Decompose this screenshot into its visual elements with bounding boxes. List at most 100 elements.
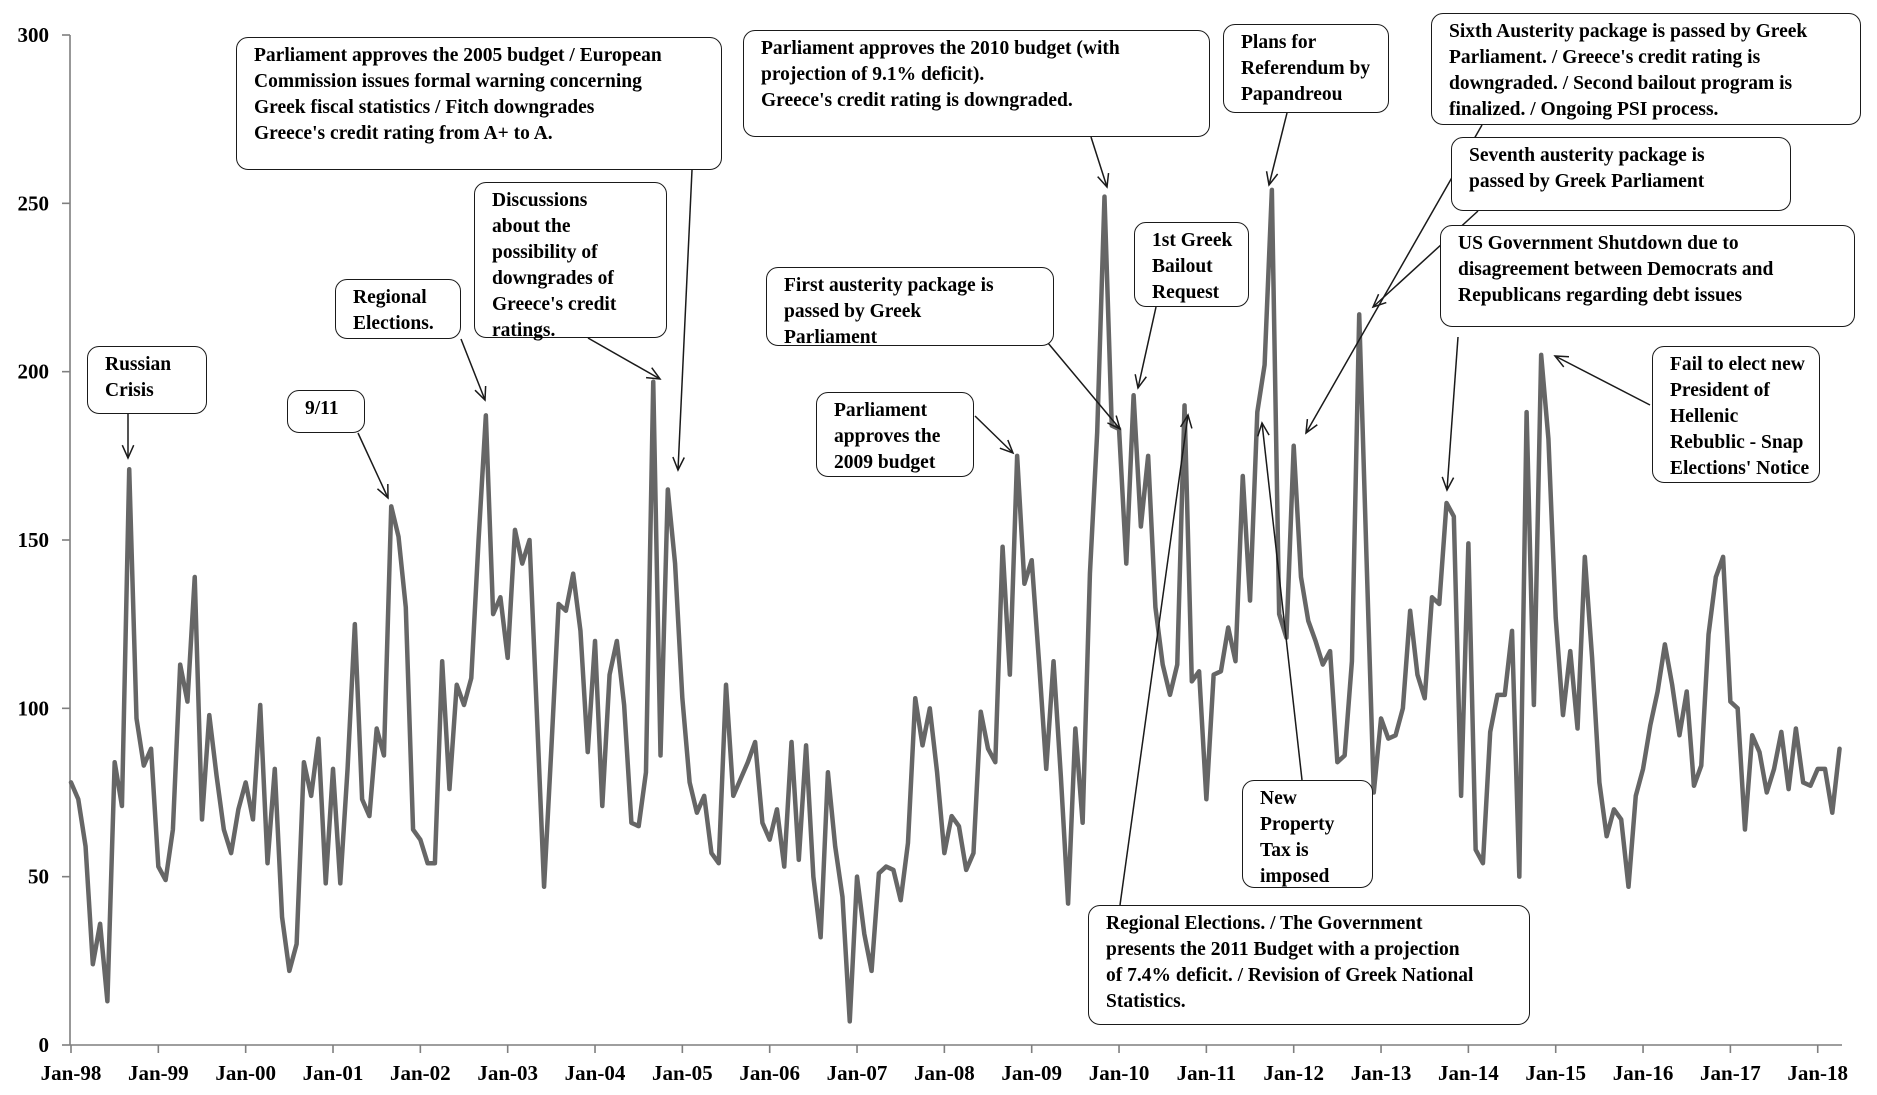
data-point bbox=[1365, 556, 1367, 558]
data-point bbox=[1023, 583, 1025, 585]
data-point bbox=[1184, 404, 1186, 406]
data-point bbox=[456, 684, 458, 686]
callout-seventh-austerity: Seventh austerity package is passed by Gr… bbox=[1451, 137, 1791, 211]
annotation-arrow-head bbox=[672, 456, 685, 472]
data-point bbox=[434, 862, 436, 864]
data-point bbox=[630, 822, 632, 824]
x-tick-label: Jan-03 bbox=[477, 1061, 538, 1085]
data-point bbox=[1839, 748, 1841, 750]
callout-property-tax: New Property Tax is imposed bbox=[1242, 780, 1373, 888]
data-point bbox=[1759, 751, 1760, 753]
data-point bbox=[216, 775, 218, 777]
data-point bbox=[914, 697, 916, 699]
data-point bbox=[85, 845, 87, 847]
data-point bbox=[1569, 650, 1571, 652]
data-point bbox=[1293, 445, 1295, 447]
data-point bbox=[1708, 633, 1710, 635]
x-tick-label: Jan-00 bbox=[215, 1061, 276, 1085]
data-point bbox=[1315, 640, 1317, 642]
data-point bbox=[849, 1020, 851, 1022]
data-point bbox=[478, 539, 480, 541]
data-point bbox=[558, 603, 560, 605]
data-point bbox=[1329, 650, 1331, 652]
data-point bbox=[769, 839, 771, 841]
data-point bbox=[492, 613, 494, 615]
annotation-arrows bbox=[121, 112, 1651, 906]
data-point bbox=[550, 748, 552, 750]
data-point bbox=[1045, 768, 1047, 770]
annotation-arrow-line bbox=[1261, 422, 1303, 781]
annotation-arrow-head bbox=[1257, 421, 1270, 437]
data-point bbox=[1031, 559, 1033, 561]
data-point bbox=[1467, 542, 1469, 544]
data-point bbox=[1446, 502, 1448, 504]
data-point bbox=[383, 754, 385, 756]
data-point bbox=[1154, 606, 1156, 608]
data-point bbox=[1344, 754, 1346, 756]
x-axis-tick-labels: Jan-98 Jan-99 Jan-00 Jan-01 Jan-02 Jan-03 Jan-… bbox=[41, 1045, 1848, 1085]
data-point bbox=[907, 842, 909, 844]
y-tick-label: 250 bbox=[18, 191, 50, 215]
data-point bbox=[1649, 724, 1651, 726]
data-point bbox=[660, 754, 662, 756]
data-point bbox=[1234, 660, 1236, 662]
annotation-arrow-head bbox=[1553, 355, 1570, 368]
data-point bbox=[325, 882, 327, 884]
x-tick-label: Jan-98 bbox=[41, 1061, 102, 1085]
callout-2011-budget: Regional Elections. / The Government pres… bbox=[1088, 905, 1530, 1025]
data-point bbox=[1067, 903, 1069, 905]
data-point bbox=[1773, 768, 1775, 770]
data-point bbox=[696, 812, 698, 814]
y-tick-label: 300 bbox=[18, 23, 50, 47]
annotation-arrow-line bbox=[677, 169, 693, 471]
data-point bbox=[157, 866, 159, 868]
data-point bbox=[536, 711, 538, 713]
data-point bbox=[1620, 818, 1622, 820]
data-point bbox=[1278, 613, 1280, 615]
data-point bbox=[441, 660, 443, 662]
data-point bbox=[1373, 792, 1375, 793]
data-point bbox=[186, 701, 188, 703]
x-tick-label: Jan-13 bbox=[1351, 1061, 1412, 1085]
x-tick-label: Jan-05 bbox=[652, 1061, 713, 1085]
data-point bbox=[856, 876, 858, 878]
data-point bbox=[1380, 717, 1382, 719]
data-point bbox=[405, 606, 407, 608]
y-axis-tick-labels: 0 50 100 150 200 250 300 bbox=[18, 23, 70, 1057]
data-point bbox=[791, 741, 793, 743]
data-point bbox=[1540, 354, 1542, 356]
x-tick-label: Jan-09 bbox=[1001, 1061, 1062, 1085]
data-point bbox=[296, 943, 298, 945]
data-point bbox=[972, 852, 974, 854]
data-point bbox=[841, 896, 843, 898]
data-point bbox=[128, 468, 130, 470]
data-point bbox=[1256, 411, 1258, 413]
data-point bbox=[1300, 576, 1302, 578]
data-point bbox=[1096, 431, 1098, 433]
annotation-arrow-line bbox=[587, 337, 661, 380]
data-point bbox=[521, 563, 523, 565]
data-point bbox=[1074, 728, 1076, 730]
annotation-arrow-head bbox=[376, 483, 389, 500]
data-point bbox=[1191, 680, 1193, 682]
data-point bbox=[1577, 728, 1579, 730]
x-tick-label: Jan-04 bbox=[565, 1061, 626, 1085]
annotation-arrow-head bbox=[999, 439, 1015, 455]
data-point bbox=[936, 771, 938, 773]
data-point bbox=[1038, 660, 1040, 662]
data-point bbox=[1809, 785, 1811, 787]
y-tick-label: 0 bbox=[39, 1033, 50, 1057]
data-point bbox=[1511, 630, 1513, 632]
data-point bbox=[1693, 785, 1695, 787]
data-point bbox=[1009, 674, 1011, 676]
data-point bbox=[943, 852, 945, 854]
data-point bbox=[179, 664, 181, 666]
data-point bbox=[1089, 573, 1091, 575]
callout-first-austerity: First austerity package is passed by Gree… bbox=[766, 267, 1054, 348]
data-point bbox=[1591, 657, 1593, 659]
data-point bbox=[1125, 563, 1127, 565]
data-point bbox=[885, 866, 887, 868]
data-point bbox=[237, 808, 239, 810]
data-point bbox=[987, 748, 989, 750]
data-point bbox=[354, 623, 356, 625]
